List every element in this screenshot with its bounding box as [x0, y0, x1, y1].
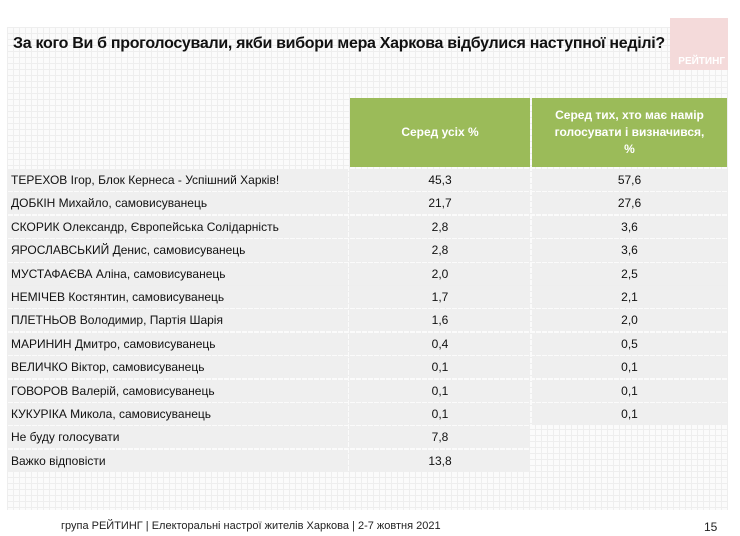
candidate-name: ВЕЛИЧКО Віктор, самовисуванець: [7, 356, 348, 379]
header-all: Серед усіх %: [350, 98, 530, 167]
table-row: ГОВОРОВ Валерій, самовисуванець 0,1 0,1: [7, 379, 727, 402]
candidate-name: Не буду голосувати: [7, 426, 348, 449]
value-decided: 2,1: [532, 286, 727, 308]
table-row: МУСТАФАЄВА Аліна, самовисуванець 2,0 2,5: [7, 262, 727, 285]
candidate-name: ПЛЕТНЬОВ Володимир, Партія Шарія: [7, 309, 348, 332]
value-all: 13,8: [350, 449, 530, 472]
table-row: КУКУРІКА Микола, самовисуванець 0,1 0,1: [7, 403, 727, 425]
candidate-name: МАРИНИН Дмитро, самовисуванець: [7, 332, 348, 355]
value-all: 1,6: [350, 309, 530, 332]
value-decided: 3,6: [532, 239, 727, 262]
table-row: СКОРИК Олександр, Європейська Солідарніс…: [7, 215, 727, 238]
value-all: 0,1: [350, 379, 530, 402]
table-row: ДОБКІН Михайло, самовисуванець 21,7 27,6: [7, 192, 727, 215]
candidate-name: ГОВОРОВ Валерій, самовисуванець: [7, 379, 348, 402]
candidate-name: СКОРИК Олександр, Європейська Солідарніс…: [7, 215, 348, 238]
value-all: 1,7: [350, 286, 530, 308]
candidate-name: ДОБКІН Михайло, самовисуванець: [7, 192, 348, 215]
value-decided: 0,5: [532, 332, 727, 355]
value-decided: 57,6: [532, 169, 727, 191]
footer-text: група РЕЙТИНГ | Електоральні настрої жит…: [61, 520, 441, 532]
page-number: 15: [704, 520, 718, 534]
header-decided: Серед тих, хто має намір голосувати і ви…: [532, 98, 727, 167]
table-row: Не буду голосувати 7,8: [7, 426, 727, 449]
value-decided: 27,6: [532, 192, 727, 215]
logo-text: РЕЙТИНГ: [678, 56, 725, 67]
candidate-name: НЕМІЧЕВ Костянтин, самовисуванець: [7, 286, 348, 308]
value-decided: 0,1: [532, 403, 727, 425]
value-decided: 3,6: [532, 215, 727, 238]
value-all: 2,0: [350, 262, 530, 285]
page-title: За кого Ви б проголосували, якби вибори …: [13, 35, 665, 52]
table-row: ТЕРЕХОВ Ігор, Блок Кернеса - Успішний Ха…: [7, 169, 727, 191]
rating-logo: РЕЙТИНГ: [670, 18, 728, 70]
table-row: Важко відповісти 13,8: [7, 449, 727, 472]
table-row: ЯРОСЛАВСЬКИЙ Денис, самовисуванець 2,8 3,6: [7, 239, 727, 262]
candidate-name: ЯРОСЛАВСЬКИЙ Денис, самовисуванець: [7, 239, 348, 262]
value-decided: 0,1: [532, 379, 727, 402]
candidate-name: МУСТАФАЄВА Аліна, самовисуванець: [7, 262, 348, 285]
table-row: ПЛЕТНЬОВ Володимир, Партія Шарія 1,6 2,0: [7, 309, 727, 332]
value-all: 21,7: [350, 192, 530, 215]
value-all: 2,8: [350, 239, 530, 262]
value-decided: 0,1: [532, 356, 727, 379]
candidate-name: Важко відповісти: [7, 449, 348, 472]
table-row: НЕМІЧЕВ Костянтин, самовисуванець 1,7 2,1: [7, 286, 727, 308]
value-all: 2,8: [350, 215, 530, 238]
value-decided: 2,5: [532, 262, 727, 285]
value-decided: [532, 450, 727, 472]
value-all: 0,1: [350, 356, 530, 379]
value-decided: 2,0: [532, 309, 727, 332]
table-row: ВЕЛИЧКО Віктор, самовисуванець 0,1 0,1: [7, 356, 727, 379]
candidate-name: КУКУРІКА Микола, самовисуванець: [7, 403, 348, 425]
value-decided: [532, 426, 727, 448]
value-all: 0,1: [350, 403, 530, 425]
table-row: МАРИНИН Дмитро, самовисуванець 0,4 0,5: [7, 332, 727, 355]
value-all: 0,4: [350, 332, 530, 355]
value-all: 45,3: [350, 169, 530, 191]
value-all: 7,8: [350, 426, 530, 449]
candidate-name: ТЕРЕХОВ Ігор, Блок Кернеса - Успішний Ха…: [7, 169, 348, 191]
